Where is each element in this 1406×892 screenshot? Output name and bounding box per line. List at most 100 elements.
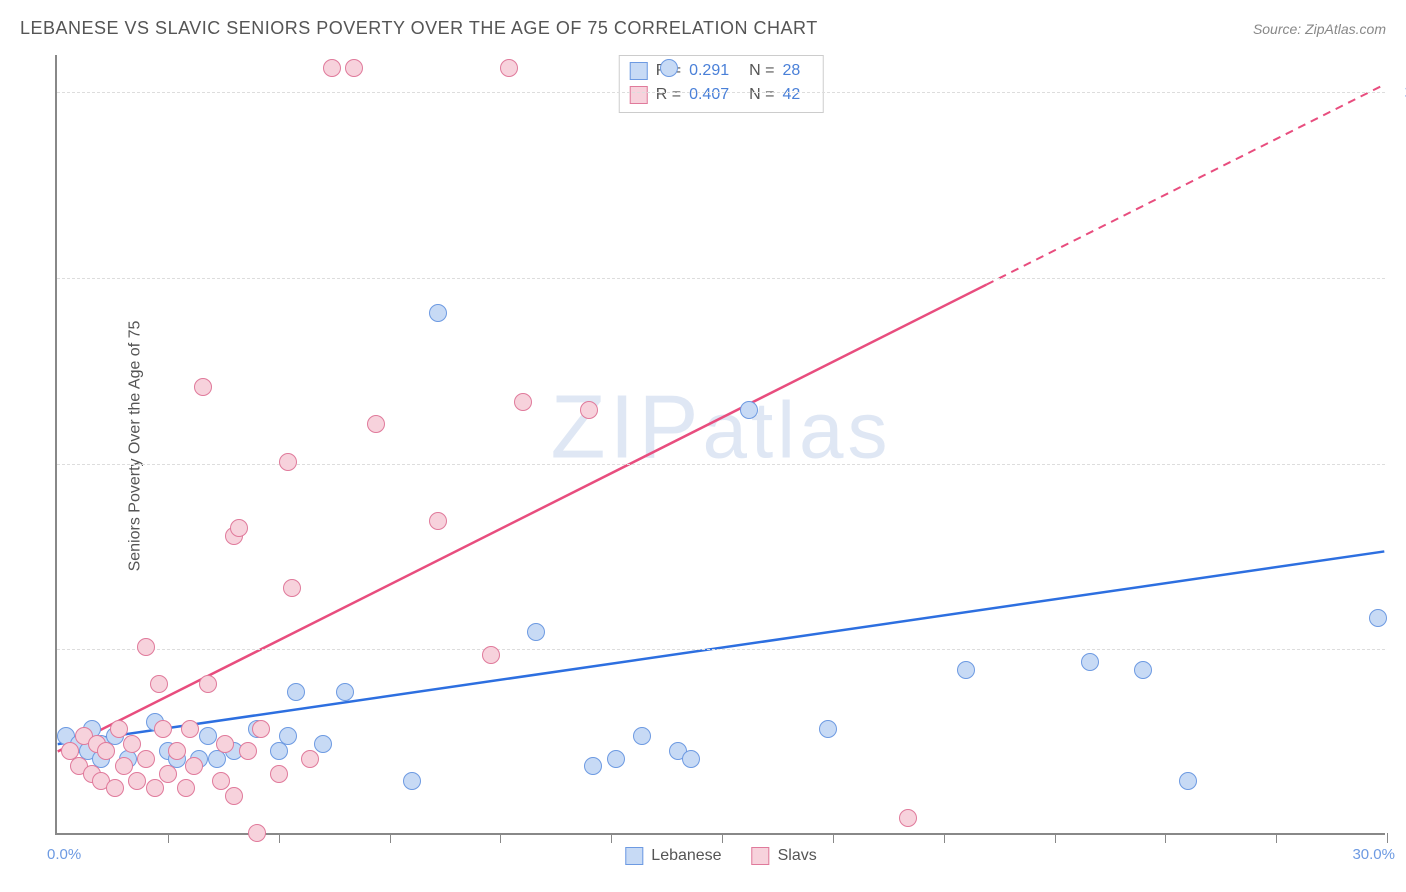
stat-row: R =0.291N =28 bbox=[630, 59, 813, 83]
data-point bbox=[137, 750, 155, 768]
data-point bbox=[230, 519, 248, 537]
x-tick bbox=[1387, 833, 1388, 843]
y-tick-label: 50.0% bbox=[1395, 455, 1406, 472]
data-point bbox=[115, 757, 133, 775]
x-axis-origin-label: 0.0% bbox=[47, 846, 81, 863]
gridline bbox=[57, 649, 1385, 650]
x-tick bbox=[1165, 833, 1166, 843]
legend-label: Lebanese bbox=[651, 847, 721, 865]
legend-item: Slavs bbox=[752, 847, 817, 865]
x-tick bbox=[611, 833, 612, 843]
chart-title: LEBANESE VS SLAVIC SENIORS POVERTY OVER … bbox=[20, 18, 818, 39]
data-point bbox=[199, 675, 217, 693]
x-tick bbox=[1276, 833, 1277, 843]
data-point bbox=[1369, 609, 1387, 627]
data-point bbox=[154, 720, 172, 738]
data-point bbox=[660, 59, 678, 77]
data-point bbox=[345, 59, 363, 77]
data-point bbox=[128, 772, 146, 790]
n-label: N = bbox=[749, 83, 774, 107]
legend-item: Lebanese bbox=[625, 847, 721, 865]
x-tick bbox=[500, 833, 501, 843]
x-tick bbox=[833, 833, 834, 843]
data-point bbox=[367, 415, 385, 433]
source-attribution: Source: ZipAtlas.com bbox=[1253, 21, 1386, 37]
data-point bbox=[301, 750, 319, 768]
data-point bbox=[97, 742, 115, 760]
legend-swatch bbox=[625, 847, 643, 865]
data-point bbox=[1179, 772, 1197, 790]
data-point bbox=[106, 779, 124, 797]
data-point bbox=[527, 623, 545, 641]
x-tick bbox=[1055, 833, 1056, 843]
data-point bbox=[314, 735, 332, 753]
data-point bbox=[283, 579, 301, 597]
series-swatch bbox=[630, 86, 648, 104]
gridline bbox=[57, 464, 1385, 465]
data-point bbox=[429, 512, 447, 530]
gridline bbox=[57, 278, 1385, 279]
x-tick bbox=[722, 833, 723, 843]
series-swatch bbox=[630, 62, 648, 80]
data-point bbox=[1134, 661, 1152, 679]
data-point bbox=[607, 750, 625, 768]
data-point bbox=[323, 59, 341, 77]
x-tick bbox=[390, 833, 391, 843]
n-value: 28 bbox=[782, 59, 800, 83]
data-point bbox=[287, 683, 305, 701]
data-point bbox=[403, 772, 421, 790]
data-point bbox=[168, 742, 186, 760]
data-point bbox=[279, 727, 297, 745]
data-point bbox=[429, 304, 447, 322]
data-point bbox=[212, 772, 230, 790]
x-tick bbox=[944, 833, 945, 843]
data-point bbox=[740, 401, 758, 419]
x-tick bbox=[168, 833, 169, 843]
r-label: R = bbox=[656, 83, 681, 107]
data-point bbox=[110, 720, 128, 738]
data-point bbox=[279, 453, 297, 471]
data-point bbox=[194, 378, 212, 396]
data-point bbox=[150, 675, 168, 693]
data-point bbox=[216, 735, 234, 753]
legend-swatch bbox=[752, 847, 770, 865]
data-point bbox=[336, 683, 354, 701]
data-point bbox=[185, 757, 203, 775]
data-point bbox=[177, 779, 195, 797]
n-value: 42 bbox=[782, 83, 800, 107]
data-point bbox=[482, 646, 500, 664]
legend: Lebanese Slavs bbox=[625, 847, 816, 865]
data-point bbox=[500, 59, 518, 77]
data-point bbox=[514, 393, 532, 411]
data-point bbox=[819, 720, 837, 738]
data-point bbox=[181, 720, 199, 738]
data-point bbox=[199, 727, 217, 745]
data-point bbox=[580, 401, 598, 419]
data-point bbox=[682, 750, 700, 768]
data-point bbox=[123, 735, 141, 753]
data-point bbox=[225, 787, 243, 805]
n-label: N = bbox=[749, 59, 774, 83]
data-point bbox=[633, 727, 651, 745]
y-tick-label: 25.0% bbox=[1395, 641, 1406, 658]
stats-box: R = 0.291 N = 28R = 0.407 N = 42 bbox=[619, 55, 824, 113]
data-point bbox=[146, 779, 164, 797]
x-axis-max-label: 30.0% bbox=[1352, 846, 1395, 863]
data-point bbox=[270, 765, 288, 783]
plot-area: ZIPatlas R =0.291N =28R =0.407N =42 0.0%… bbox=[55, 55, 1385, 835]
r-value: 0.291 bbox=[689, 59, 729, 83]
data-point bbox=[159, 765, 177, 783]
r-value: 0.407 bbox=[689, 83, 729, 107]
data-point bbox=[239, 742, 257, 760]
data-point bbox=[1081, 653, 1099, 671]
gridline bbox=[57, 92, 1385, 93]
data-point bbox=[957, 661, 975, 679]
data-point bbox=[584, 757, 602, 775]
data-point bbox=[248, 824, 266, 842]
data-point bbox=[252, 720, 270, 738]
stat-row: R = 0.407 N = 42 bbox=[630, 83, 813, 107]
trendlines-layer bbox=[57, 55, 1385, 833]
legend-label: Slavs bbox=[778, 847, 817, 865]
data-point bbox=[899, 809, 917, 827]
data-point bbox=[137, 638, 155, 656]
